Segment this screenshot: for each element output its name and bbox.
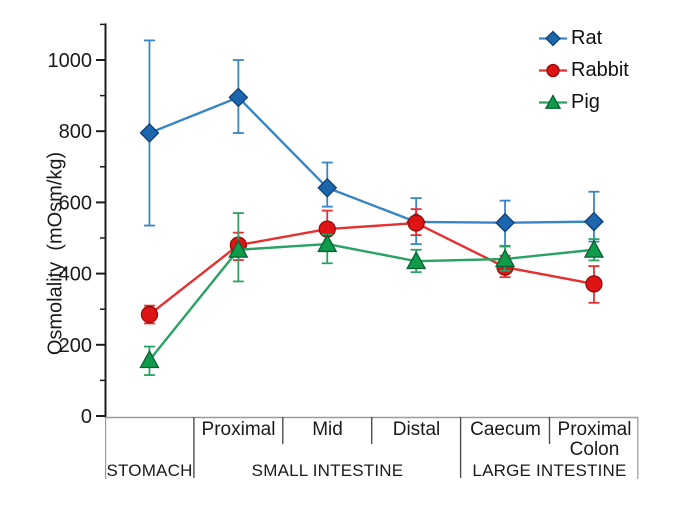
rabbit-circle-icon [539,63,567,77]
y-tick-label: 800 [59,121,92,143]
rat-diamond-icon [539,30,567,46]
pig-legend-marker [544,93,562,109]
rat-marker [495,212,515,233]
rabbit-legend-marker [546,63,560,77]
y-tick-label: 200 [59,335,92,357]
rat-marker [139,123,160,143]
legend-item-rat: Rat [538,27,629,49]
rat-marker [317,177,338,198]
y-tick-label: 600 [59,192,92,214]
legend-label-rabbit: Rabbit [571,58,629,81]
pig-marker [228,239,249,258]
rabbit-marker [407,214,425,232]
rabbit-series-line [148,221,595,316]
rabbit-marker [140,305,159,324]
rat-legend-marker [545,30,561,46]
pig-marker [494,248,516,268]
rabbit-marker [585,275,603,293]
y-axis-title: Osmolality (mOsm/kg) [44,151,67,356]
rat-marker [584,211,604,232]
legend-item-rabbit: Rabbit [538,59,629,81]
legend-label-rat: Rat [571,26,603,49]
rat-series-line [149,96,594,224]
pig-series-line [148,242,595,361]
y-tick-label: 1000 [48,50,93,72]
pig-triangle-icon [539,93,567,109]
legend: Rat Rabbit Pig [538,27,629,113]
legend-label-pig: Pig [571,90,600,113]
y-tick-label: 0 [81,406,92,428]
legend-item-pig: Pig [538,91,629,113]
pig-marker [139,349,160,369]
y-tick-label: 400 [59,264,92,286]
pig-marker [406,250,427,270]
rat-marker [228,87,249,108]
pig-marker [583,239,605,258]
pig-marker [317,233,338,253]
